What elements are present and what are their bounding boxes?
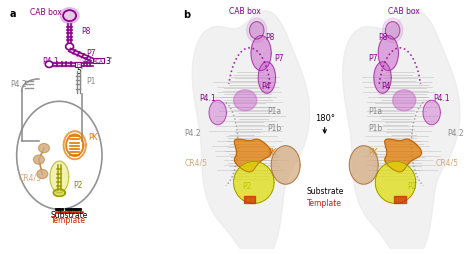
Circle shape [66,44,73,51]
Polygon shape [349,146,378,184]
Text: P1a: P1a [368,106,382,115]
Polygon shape [234,90,257,111]
Circle shape [246,19,267,43]
Polygon shape [234,139,271,172]
Polygon shape [392,90,416,111]
Text: P1: P1 [86,77,95,86]
Text: P7: P7 [274,54,283,63]
Text: Substrate: Substrate [306,186,343,195]
Circle shape [33,155,45,165]
Circle shape [38,144,49,153]
Polygon shape [375,162,416,204]
Polygon shape [50,162,69,193]
FancyBboxPatch shape [75,63,81,67]
Text: P2: P2 [73,180,82,189]
Polygon shape [374,62,391,94]
Text: P8: P8 [265,33,275,42]
Text: b: b [183,10,190,20]
Polygon shape [251,36,271,71]
Text: CR4/5: CR4/5 [18,173,41,182]
Circle shape [37,170,48,179]
Text: P1b: P1b [368,123,383,133]
Text: P7: P7 [368,54,378,63]
Circle shape [46,62,53,68]
Text: P4: P4 [381,82,391,91]
FancyBboxPatch shape [93,59,104,64]
Polygon shape [423,101,440,125]
Text: a: a [10,9,17,19]
Polygon shape [258,62,275,94]
Text: 5': 5' [76,66,83,75]
Text: CAB box: CAB box [388,7,420,16]
Text: P4.2: P4.2 [447,129,464,138]
Polygon shape [385,139,421,172]
Text: P2: P2 [407,181,417,190]
Polygon shape [343,12,460,254]
Text: Substrate: Substrate [50,210,87,219]
Polygon shape [54,189,65,197]
Text: ACA: ACA [93,59,104,64]
Text: P8: P8 [378,33,388,42]
Text: 180°: 180° [315,114,335,123]
Text: P4: P4 [261,82,271,91]
Circle shape [385,23,400,40]
Circle shape [383,19,403,43]
Text: PK: PK [368,148,378,157]
Polygon shape [234,162,274,204]
Circle shape [249,23,264,40]
Text: P4.2: P4.2 [184,129,201,138]
Text: P4.1: P4.1 [199,94,216,103]
Text: P4: P4 [83,57,93,66]
Text: CAB box: CAB box [229,7,261,16]
Polygon shape [209,101,227,125]
Polygon shape [271,146,300,184]
Polygon shape [192,12,310,254]
Text: CR4/5: CR4/5 [184,158,208,167]
Polygon shape [378,36,399,71]
Text: H: H [76,62,80,68]
Text: PK: PK [88,133,98,141]
Text: P2: P2 [242,181,252,190]
Text: P4.1: P4.1 [433,94,450,103]
Text: CR4/5: CR4/5 [436,158,459,167]
Text: P7: P7 [87,49,96,58]
Circle shape [60,9,79,24]
Text: Template: Template [307,198,342,207]
Text: PK: PK [267,148,276,157]
Text: CAB box: CAB box [30,8,62,17]
Text: P8: P8 [82,26,91,35]
Text: Template: Template [51,215,86,224]
Text: P4.2: P4.2 [10,80,27,88]
Text: P1b: P1b [267,123,281,133]
Text: P1a: P1a [267,106,281,115]
Text: P4.1: P4.1 [42,57,59,66]
FancyArrowPatch shape [323,128,327,133]
Text: 3': 3' [105,57,112,66]
